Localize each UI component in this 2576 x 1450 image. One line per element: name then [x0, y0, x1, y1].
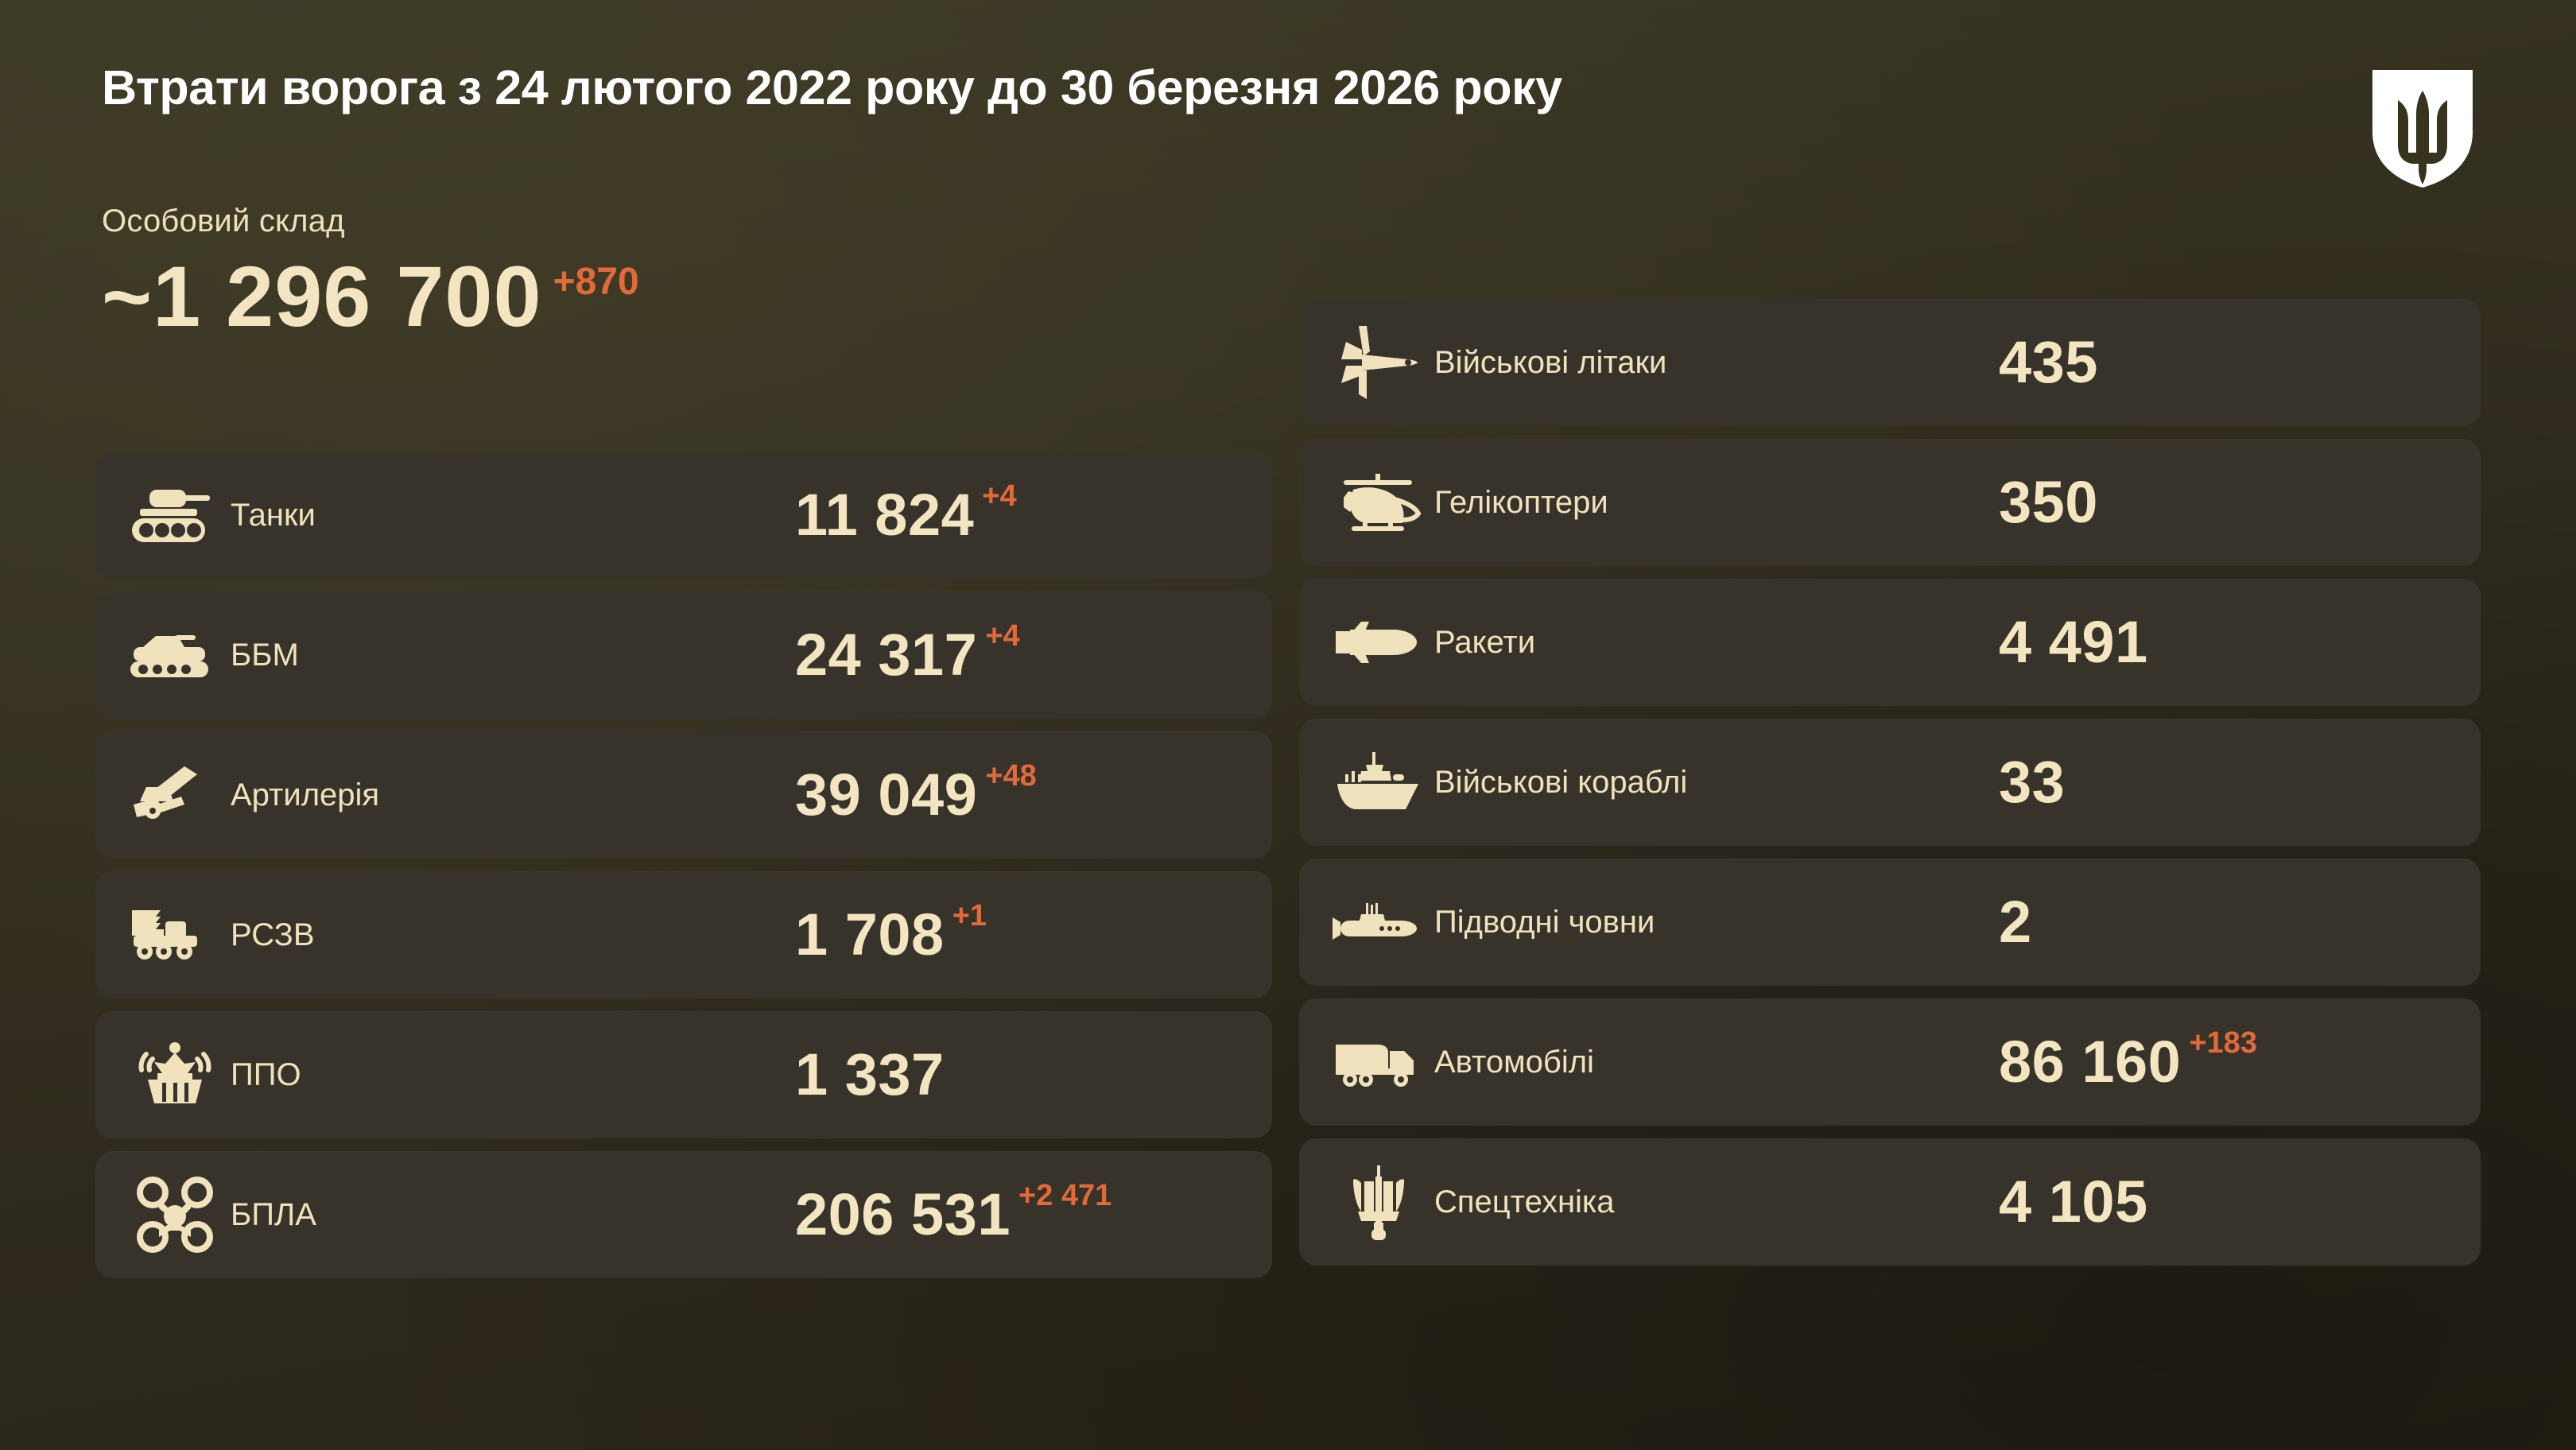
loss-delta: +48: [985, 759, 1037, 793]
loss-label: Танки: [231, 497, 316, 533]
warship-icon: [1331, 744, 1426, 820]
drone-icon: [127, 1177, 223, 1253]
loss-figures: 86 160 +183: [1999, 1028, 2257, 1095]
air-defense-icon: [127, 1037, 223, 1113]
loss-label: Військові літаки: [1434, 344, 1667, 380]
loss-value: 86 160: [1999, 1029, 2182, 1095]
loss-card: Гелікоптери 350: [1299, 439, 2481, 566]
loss-value: 206 531: [795, 1181, 1011, 1247]
loss-label: Підводні човни: [1434, 904, 1655, 940]
loss-value: 39 049: [795, 762, 978, 828]
loss-label: Артилерія: [231, 777, 380, 812]
artillery-icon: [127, 757, 223, 833]
mlrs-icon: [127, 897, 223, 973]
loss-figures: 1 708 +1: [795, 901, 987, 967]
missile-icon: [1331, 604, 1426, 680]
loss-figures: 435: [1999, 333, 2098, 392]
loss-value: 24 317: [795, 622, 978, 688]
loss-card: ППО 1 337: [95, 1011, 1272, 1138]
loss-card: Автомобілі 86 160 +183: [1299, 998, 2481, 1126]
loss-card: Артилерія 39 049 +48: [95, 731, 1272, 859]
submarine-icon: [1331, 884, 1426, 960]
loss-figures: 4 491: [1999, 613, 2148, 672]
page-title: Втрати ворога з 24 лютого 2022 року до 3…: [102, 60, 1562, 114]
loss-value: 4 491: [1999, 609, 2148, 675]
personnel-value: ~1 296 700: [102, 248, 542, 344]
losses-right-column: Військові літаки 435 Гелікоптери 350 Ракети 4…: [1299, 299, 2481, 1266]
loss-value: 435: [1999, 329, 2098, 395]
loss-figures: 206 531 +2 471: [795, 1181, 1111, 1247]
loss-card: Військові літаки 435: [1299, 299, 2481, 426]
loss-value: 1 337: [795, 1041, 945, 1107]
loss-value: 33: [1999, 749, 2066, 815]
loss-value: 350: [1999, 469, 2098, 535]
loss-label: Гелікоптери: [1434, 484, 1608, 520]
header: Втрати ворога з 24 лютого 2022 року до 3…: [102, 60, 2474, 188]
loss-label: ББМ: [231, 637, 299, 673]
loss-figures: 39 049 +48: [795, 761, 1037, 828]
loss-card: Підводні човни 2: [1299, 859, 2481, 986]
helicopter-icon: [1331, 464, 1426, 541]
loss-delta: +2 471: [1018, 1179, 1112, 1212]
loss-value: 4 105: [1999, 1169, 2148, 1235]
special-equipment-icon: [1331, 1164, 1426, 1240]
loss-delta: +4: [982, 479, 1017, 513]
loss-label: ППО: [231, 1056, 301, 1092]
loss-value: 11 824: [795, 482, 975, 548]
truck-icon: [1331, 1024, 1426, 1100]
losses-left-column: Танки 11 824 +4 ББМ 24 317 +4 Артилерія 39 049 +…: [95, 452, 1272, 1278]
ukrainian-armed-forces-trident-shield-icon: [2371, 68, 2474, 189]
loss-card: Спецтехніка 4 105: [1299, 1138, 2481, 1266]
loss-label: Військові кораблі: [1434, 764, 1688, 800]
loss-figures: 24 317 +4: [795, 621, 1020, 688]
loss-figures: 11 824 +4: [795, 481, 1017, 548]
loss-card: ББМ 24 317 +4: [95, 591, 1272, 719]
personnel-label: Особовий склад: [102, 204, 345, 238]
loss-card: Танки 11 824 +4: [95, 452, 1272, 579]
loss-card: Ракети 4 491: [1299, 579, 2481, 706]
apc-icon: [127, 617, 223, 693]
loss-figures: 33: [1999, 753, 2065, 812]
jet-icon: [1331, 324, 1426, 401]
personnel-figures: ~1 296 700 +870: [102, 254, 1215, 339]
personnel-block: Особовий склад ~1 296 700 +870: [102, 204, 1215, 339]
loss-delta: +1: [952, 899, 987, 932]
loss-figures: 2: [1999, 893, 2032, 952]
loss-label: Автомобілі: [1434, 1044, 1594, 1080]
loss-label: Спецтехніка: [1434, 1184, 1615, 1219]
loss-value: 2: [1999, 889, 2032, 955]
loss-label: БПЛА: [231, 1196, 316, 1232]
loss-figures: 1 337: [795, 1045, 945, 1104]
personnel-delta: +870: [553, 261, 639, 303]
loss-figures: 350: [1999, 473, 2098, 532]
loss-card: БПЛА 206 531 +2 471: [95, 1151, 1272, 1278]
tank-icon: [127, 477, 223, 553]
loss-label: РСЗВ: [231, 917, 315, 952]
loss-delta: +183: [2189, 1026, 2257, 1060]
loss-card: РСЗВ 1 708 +1: [95, 871, 1272, 998]
loss-label: Ракети: [1434, 624, 1536, 660]
loss-figures: 4 105: [1999, 1173, 2148, 1231]
loss-delta: +4: [985, 619, 1020, 653]
loss-value: 1 708: [795, 901, 945, 967]
loss-card: Військові кораблі 33: [1299, 719, 2481, 846]
